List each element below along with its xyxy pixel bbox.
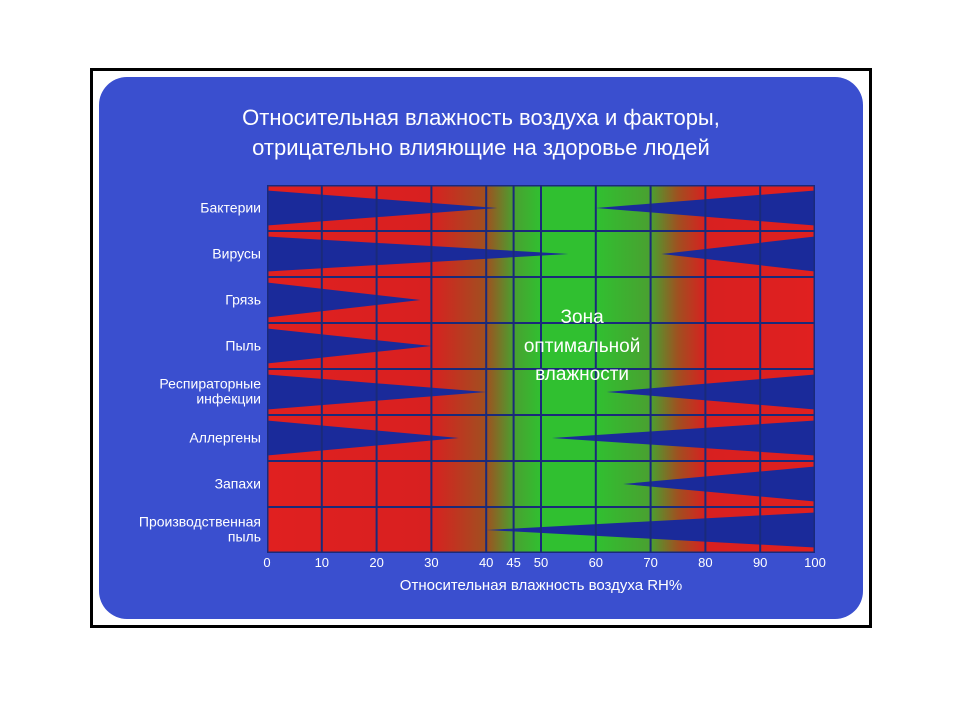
chart-title: Относительная влажность воздуха и фактор… [99,103,863,162]
x-axis-label: Относительная влажность воздуха RH% [267,577,815,594]
y-label: Вирусы [212,246,261,261]
y-label: Грязь [225,292,261,307]
y-label: Запахи [215,476,261,491]
x-tick: 80 [698,555,712,570]
x-tick: 60 [589,555,603,570]
y-label: Аллергены [189,430,261,445]
y-label: Пыль [225,338,261,353]
x-axis-ticks: 010203040455060708090100 [267,555,815,575]
x-tick: 40 [479,555,493,570]
x-tick: 50 [534,555,548,570]
plot-svg [267,185,815,553]
x-tick: 20 [369,555,383,570]
x-tick: 90 [753,555,767,570]
x-tick: 70 [643,555,657,570]
x-tick: 45 [506,555,520,570]
chart-wrap: Бактерии Вирусы Грязь Пыль Респираторные инф… [119,185,843,597]
y-label: Респираторные инфекции [159,377,261,408]
y-axis-labels: Бактерии Вирусы Грязь Пыль Респираторные инф… [119,185,267,553]
chart-panel: Относительная влажность воздуха и фактор… [99,77,863,619]
y-label: Бактерии [200,200,261,215]
outer-frame: Относительная влажность воздуха и фактор… [90,68,872,628]
y-label: Производственная пыль [139,515,261,546]
x-tick: 10 [315,555,329,570]
x-tick: 0 [263,555,270,570]
x-tick: 30 [424,555,438,570]
x-tick: 100 [804,555,826,570]
plot-area: Зона оптимальной влажности [267,185,815,553]
